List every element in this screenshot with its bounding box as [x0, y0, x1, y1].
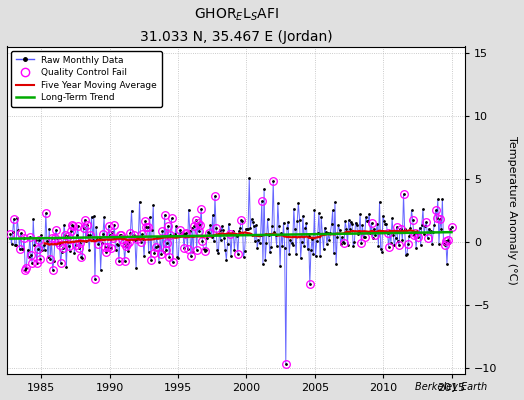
Text: Berkeley Earth: Berkeley Earth	[415, 382, 487, 392]
Title: GHOR$_{E}$L$_{S}$AFI
31.033 N, 35.467 E (Jordan): GHOR$_{E}$L$_{S}$AFI 31.033 N, 35.467 E …	[140, 7, 332, 44]
Y-axis label: Temperature Anomaly (°C): Temperature Anomaly (°C)	[507, 136, 517, 285]
Legend: Raw Monthly Data, Quality Control Fail, Five Year Moving Average, Long-Term Tren: Raw Monthly Data, Quality Control Fail, …	[12, 51, 161, 107]
